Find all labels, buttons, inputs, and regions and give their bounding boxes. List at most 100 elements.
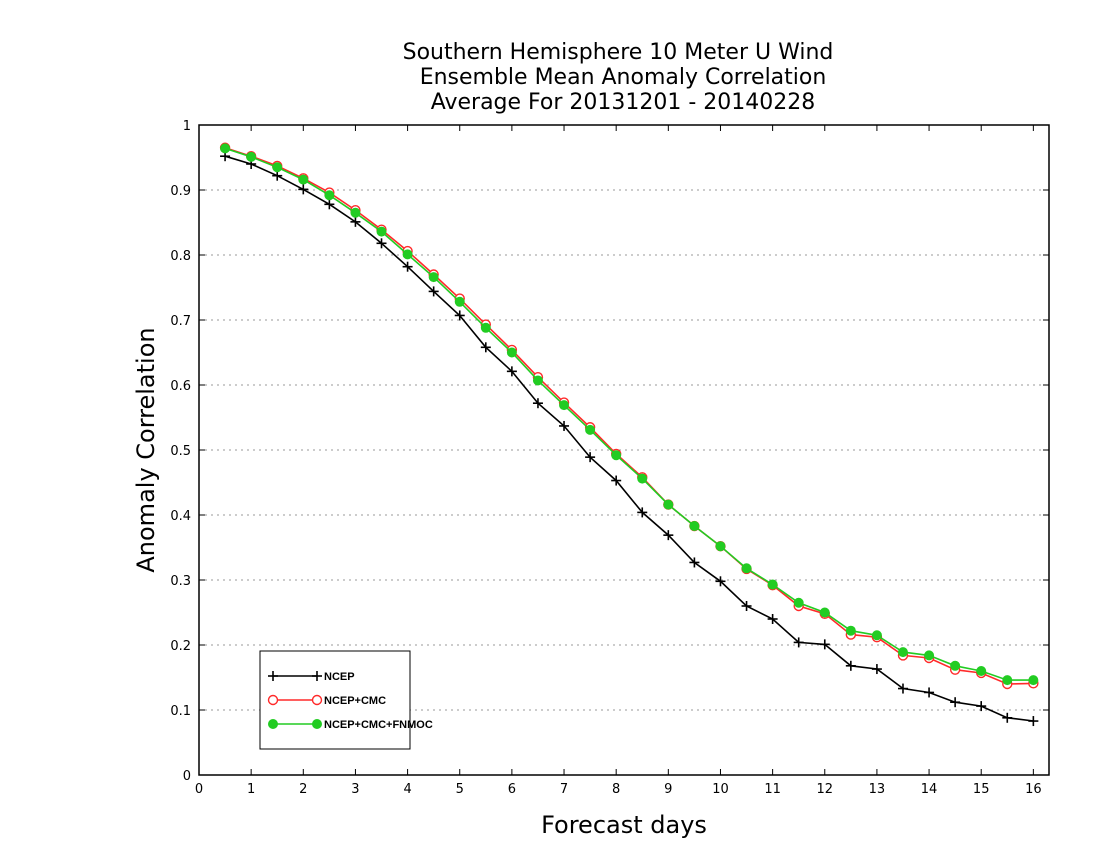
data-point-plus xyxy=(559,420,570,431)
data-point-plus xyxy=(1002,712,1013,723)
data-point-filled-circle xyxy=(506,347,517,358)
data-point-plus xyxy=(741,601,752,611)
data-point-filled-circle xyxy=(924,650,935,661)
data-point-plus xyxy=(976,701,987,712)
data-point-filled-circle xyxy=(480,322,491,333)
data-point-filled-circle xyxy=(428,272,439,283)
x-tick-label: 16 xyxy=(1025,782,1042,797)
data-point-filled-circle xyxy=(819,607,830,618)
data-point-filled-circle xyxy=(559,400,570,411)
y-tick-label: 0.2 xyxy=(170,639,191,654)
x-tick-label: 11 xyxy=(764,782,781,797)
series-line xyxy=(224,155,1034,722)
data-point-filled-circle xyxy=(532,375,543,386)
series-ncep-cmc-fnmoc xyxy=(220,143,1039,686)
data-point-filled-circle xyxy=(845,625,856,636)
data-point-filled-circle xyxy=(663,499,674,510)
x-tick-label: 5 xyxy=(456,782,464,797)
data-point-plus xyxy=(819,639,830,650)
data-point-plus xyxy=(298,184,309,195)
data-point-plus xyxy=(376,238,387,249)
x-tick-label: 13 xyxy=(869,782,886,797)
x-tick-label: 15 xyxy=(973,782,990,797)
data-point-plus xyxy=(845,660,856,671)
y-tick-label: 0.3 xyxy=(170,574,191,589)
x-tick-label: 8 xyxy=(612,782,620,797)
data-point-plus xyxy=(268,671,278,681)
data-point-filled-circle xyxy=(272,162,283,173)
chart-title-line-3: Average For 20131201 - 20140228 xyxy=(431,90,816,115)
y-tick-label: 0.6 xyxy=(170,379,191,394)
data-point-filled-circle xyxy=(741,563,752,574)
data-point-plus xyxy=(324,199,335,210)
legend-label-ncep-cmc-fnmoc: NCEP+CMC+FNMOC xyxy=(324,719,433,731)
series-ncep xyxy=(220,151,1039,727)
x-tick-label: 9 xyxy=(664,782,672,797)
x-tick-label: 3 xyxy=(351,782,359,797)
series-line xyxy=(224,147,1034,681)
data-point-filled-circle xyxy=(220,143,231,154)
legend: NCEP NCEP+CMC NCEP+CMC+FNMOC xyxy=(259,650,433,750)
data-point-filled-circle xyxy=(268,719,278,729)
data-point-filled-circle xyxy=(1002,675,1013,686)
data-point-plus xyxy=(402,261,413,272)
x-tick-label: 7 xyxy=(560,782,568,797)
data-point-filled-circle xyxy=(611,450,622,461)
data-point-plus xyxy=(715,576,726,587)
data-point-plus xyxy=(312,671,322,681)
data-point-plus xyxy=(350,216,361,227)
axis-ticks: 00.10.20.30.40.50.60.70.80.910 1 2 3 4 5 6 7 8 9 1… xyxy=(170,119,1049,797)
chart-title-line-1: Southern Hemisphere 10 Meter U Wind xyxy=(403,40,834,65)
chart-title-line-2: Ensemble Mean Anomaly Correlation xyxy=(420,65,827,90)
y-tick-label: 0.8 xyxy=(170,249,191,264)
data-point-plus xyxy=(924,687,935,698)
data-point-filled-circle xyxy=(324,190,335,201)
x-tick-label: 10 xyxy=(712,782,729,797)
data-point-plus xyxy=(272,170,283,181)
data-point-plus xyxy=(767,614,778,624)
data-point-filled-circle xyxy=(715,541,726,552)
series-ncep-cmc xyxy=(219,142,1039,690)
data-point-filled-circle xyxy=(689,521,700,532)
data-point-filled-circle xyxy=(376,226,387,237)
y-tick-label: 0.5 xyxy=(170,444,191,459)
x-tick-label: 6 xyxy=(508,782,516,797)
y-tick-label: 0.9 xyxy=(170,184,191,199)
data-point-filled-circle xyxy=(1028,675,1039,686)
y-axis-label: Anomaly Correlation xyxy=(132,327,160,572)
data-point-filled-circle xyxy=(298,174,309,185)
data-point-filled-circle xyxy=(312,719,322,729)
data-point-plus xyxy=(611,475,622,486)
data-point-plus xyxy=(480,342,491,353)
series-line xyxy=(224,147,1034,685)
data-point-plus xyxy=(454,310,465,321)
data-point-open-circle xyxy=(267,694,279,706)
data-point-open-circle xyxy=(311,694,323,706)
data-point-plus xyxy=(637,507,648,518)
data-point-filled-circle xyxy=(637,473,648,484)
y-tick-label: 0.1 xyxy=(170,704,191,719)
data-point-plus xyxy=(793,637,804,648)
data-point-plus xyxy=(428,286,439,297)
data-point-filled-circle xyxy=(246,151,257,162)
data-point-filled-circle xyxy=(585,424,596,435)
data-point-filled-circle xyxy=(871,630,882,641)
y-tick-label: 1 xyxy=(183,119,191,134)
data-point-filled-circle xyxy=(950,660,961,671)
data-point-filled-circle xyxy=(350,207,361,218)
data-point-filled-circle xyxy=(976,666,987,676)
data-point-plus xyxy=(1028,716,1039,727)
y-tick-label: 0.4 xyxy=(170,509,191,524)
legend-markers xyxy=(267,671,323,729)
x-tick-label: 0 xyxy=(195,782,203,797)
legend-label-ncep-cmc: NCEP+CMC xyxy=(324,695,386,707)
x-tick-label: 2 xyxy=(299,782,307,797)
data-point-plus xyxy=(663,530,674,541)
legend-label-ncep: NCEP xyxy=(324,671,355,683)
data-point-plus xyxy=(506,366,517,377)
data-point-plus xyxy=(689,557,700,568)
y-tick-label: 0.7 xyxy=(170,314,191,329)
data-point-filled-circle xyxy=(402,249,413,260)
data-point-filled-circle xyxy=(454,296,465,307)
